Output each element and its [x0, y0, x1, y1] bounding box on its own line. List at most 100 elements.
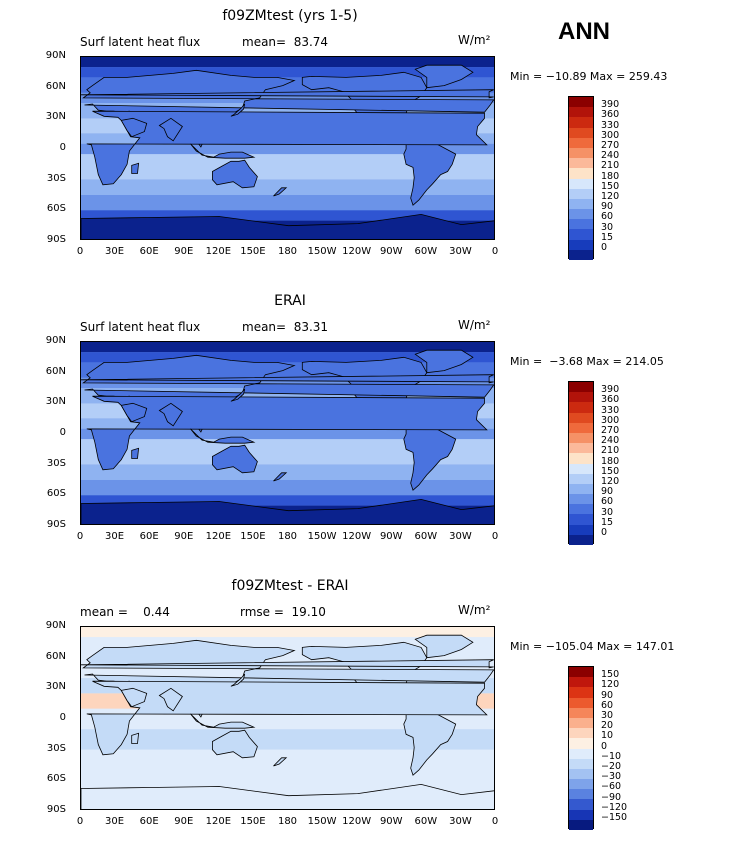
field-band	[81, 729, 494, 750]
coastline-africa	[86, 680, 488, 756]
lon-label: 60W	[414, 531, 438, 542]
lon-label: 120E	[205, 531, 232, 542]
coastline-uk	[81, 659, 494, 669]
colorbar-label: −10	[601, 750, 622, 762]
colorbar-swatch	[569, 127, 593, 138]
colorbar-label: 90	[601, 201, 614, 213]
field-band	[81, 92, 494, 103]
coastline-south-america	[403, 422, 457, 491]
colorbar-swatch	[569, 524, 593, 535]
coastline-indonesia	[190, 428, 256, 444]
colorbar-swatch	[569, 147, 593, 159]
colorbar-label: 0	[601, 242, 608, 253]
colorbar	[568, 381, 594, 545]
coastline-arabia	[120, 117, 148, 138]
coastline-greenland	[414, 634, 474, 659]
colorbar-swatch	[569, 697, 593, 708]
variable-label: Surf latent heat flux	[80, 320, 201, 334]
colorbar-label: 360	[601, 394, 620, 406]
colorbar-swatch	[569, 117, 593, 128]
lat-label: 60N	[45, 365, 66, 377]
field-band	[81, 627, 494, 638]
colorbar-label: 210	[601, 445, 620, 457]
lon-label: 0	[491, 531, 499, 542]
lon-label: 30W	[449, 531, 472, 542]
field-band	[81, 495, 494, 506]
lat-label: 90N	[45, 50, 66, 61]
lon-label: 150E	[240, 531, 266, 542]
field-band	[81, 342, 494, 353]
coastline-japan	[230, 388, 246, 402]
colorbar-label: 30	[601, 710, 614, 721]
coastline-greenland	[414, 349, 474, 374]
colorbar-swatch	[569, 707, 593, 718]
colorbar-swatch	[569, 677, 593, 688]
lat-label: 30N	[45, 681, 66, 693]
map-field	[81, 627, 494, 809]
colorbar-swatch	[569, 779, 593, 790]
colorbar-swatch	[569, 392, 593, 403]
colorbar-swatch	[569, 219, 593, 230]
lon-label: 120W	[342, 816, 372, 827]
colorbar-label: −60	[601, 781, 622, 793]
colorbar-swatch	[569, 758, 593, 769]
stat-label: mean= 83.31	[242, 320, 329, 334]
colorbar-swatch	[569, 738, 593, 749]
field-band	[81, 67, 494, 78]
colorbar-swatch	[569, 789, 593, 800]
colorbar-label: 120	[601, 191, 620, 202]
colorbar-label: −150	[601, 812, 628, 823]
colorbar-label: 90	[601, 486, 614, 498]
colorbar-swatch	[569, 412, 593, 423]
lon-label: 0	[76, 816, 84, 827]
panel-title: f09ZMtest (yrs 1-5)	[222, 8, 358, 24]
lat-label: 0	[59, 427, 66, 438]
colorbar-label: 240	[601, 150, 620, 162]
colorbar-swatch	[569, 239, 593, 250]
colorbar-label: 15	[601, 231, 614, 243]
colorbar-label: 300	[601, 129, 620, 141]
lon-label: 180	[277, 816, 298, 827]
colorbar-label: 30	[601, 221, 614, 233]
colorbar-swatch	[569, 198, 593, 210]
colorbar-label: 60	[601, 496, 614, 508]
coastline-antarctica	[81, 498, 494, 524]
lon-label: 0	[76, 246, 84, 257]
colorbar-swatch	[569, 422, 593, 433]
colorbar-label: 150	[601, 669, 620, 681]
lon-label: 60E	[139, 246, 159, 257]
coastline-south-america	[403, 137, 457, 206]
colorbar-label: 30	[601, 506, 614, 518]
lat-label: 90N	[45, 335, 66, 346]
map-panel	[80, 626, 495, 810]
lat-label: 90S	[46, 519, 66, 530]
lon-label: 90W	[379, 246, 403, 257]
colorbar-swatch	[569, 473, 593, 484]
min-max-label: Min = −3.68 Max = 214.05	[510, 355, 664, 368]
lat-label: 60N	[45, 80, 66, 92]
coastline-australia	[212, 159, 258, 189]
colorbar-label: 150	[601, 465, 620, 477]
colorbar-label: 390	[601, 99, 620, 111]
colorbar-swatch	[569, 687, 593, 698]
colorbar-swatch	[569, 494, 593, 505]
colorbar-label: 90	[601, 689, 614, 701]
colorbar-swatch	[569, 463, 593, 474]
colorbar-label: 390	[601, 384, 620, 396]
colorbar-swatch	[569, 107, 593, 118]
map-field	[81, 342, 494, 524]
colorbar-swatch	[569, 534, 593, 545]
colorbar-label: −30	[601, 771, 622, 783]
min-max-label: Min = −10.89 Max = 259.43	[510, 70, 668, 83]
colorbar-label: 60	[601, 211, 614, 223]
lon-label: 150W	[307, 246, 337, 257]
colorbar-swatch	[569, 514, 593, 525]
colorbar-label: 120	[601, 476, 620, 487]
colorbar-swatch	[569, 504, 593, 515]
colorbar-swatch	[569, 168, 593, 179]
colorbar-label: 10	[601, 730, 614, 742]
colorbar-label: 270	[601, 140, 620, 151]
lat-label: 30S	[46, 457, 66, 469]
lat-label: 90S	[46, 234, 66, 245]
lon-label: 90E	[174, 531, 194, 542]
